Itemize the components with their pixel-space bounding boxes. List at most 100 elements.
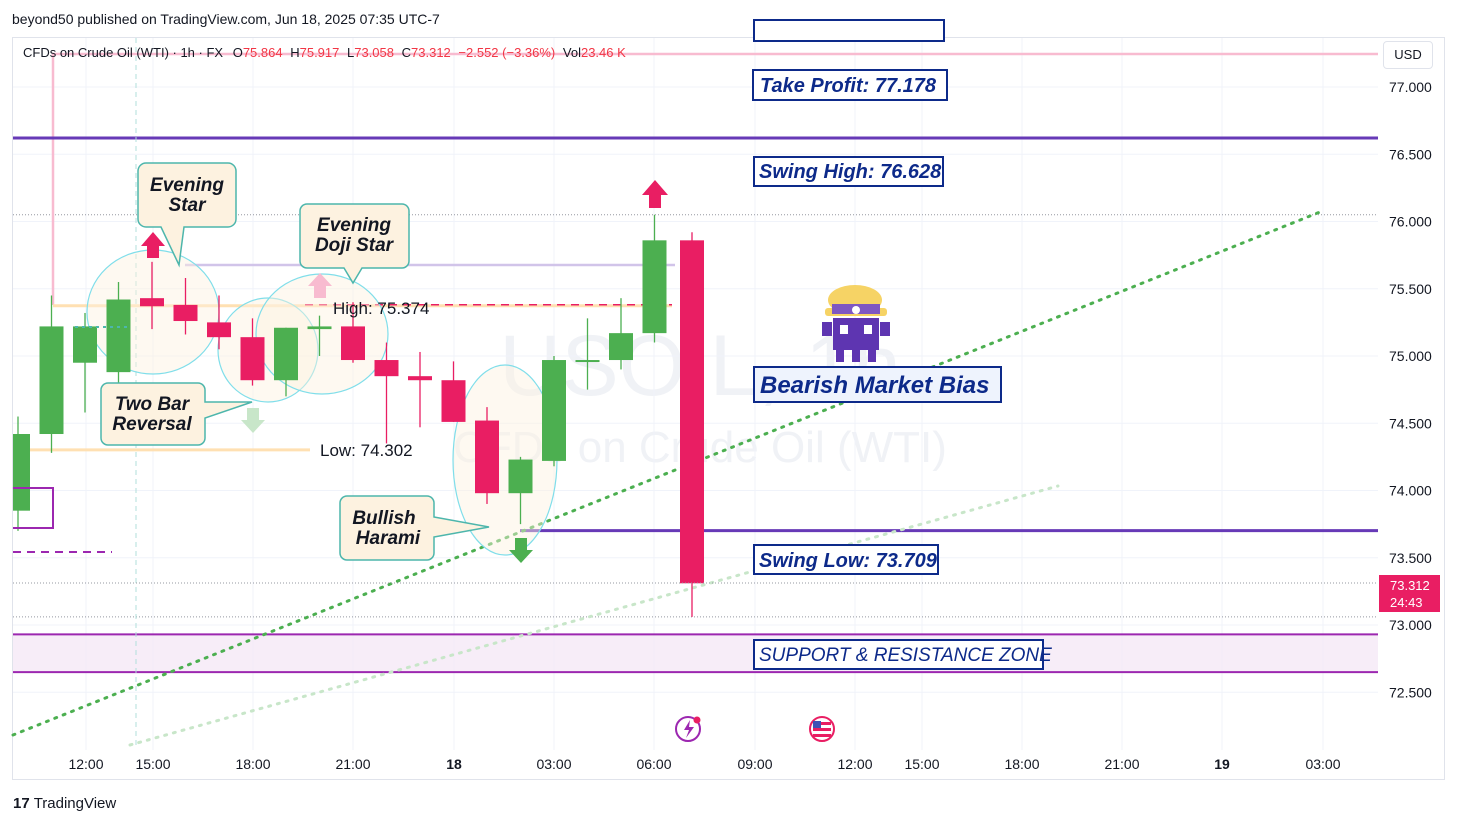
candle-body xyxy=(408,376,432,381)
cropped-label-box xyxy=(753,19,945,42)
bias-label[interactable]: Bearish Market Bias xyxy=(753,366,1002,403)
swing-low-label[interactable]: Swing Low: 73.709 xyxy=(753,544,939,575)
candle xyxy=(13,416,30,531)
time-tick-label: 03:00 xyxy=(1305,756,1340,772)
candle-body xyxy=(642,240,667,334)
take-profit-text: Take Profit: 77.178 xyxy=(760,75,937,97)
zone-text: SUPPORT & RESISTANCE ZONE xyxy=(759,645,1052,666)
evening-doji-star-line2: Doji Star xyxy=(315,235,395,256)
tradingview-footer: 17 TradingView xyxy=(13,795,116,812)
candle-body xyxy=(307,326,332,330)
candle-body xyxy=(680,240,704,584)
candle xyxy=(173,277,198,335)
candle xyxy=(508,456,533,525)
candle xyxy=(374,342,399,444)
time-tick-label: 06:00 xyxy=(636,756,671,772)
countdown: 24:43 xyxy=(1390,595,1423,610)
candle xyxy=(73,312,97,413)
zone-label[interactable]: SUPPORT & RESISTANCE ZONE xyxy=(753,639,1052,670)
low-label: Low: 74.302 xyxy=(320,441,413,460)
candle xyxy=(307,315,332,356)
current-price: 73.312 xyxy=(1390,578,1430,593)
candle xyxy=(475,407,499,504)
bias-text: Bearish Market Bias xyxy=(760,372,989,399)
price-tick-label: 74.500 xyxy=(1389,415,1432,431)
swing-high-label[interactable]: Swing High: 76.628 xyxy=(753,156,944,187)
trendline-dotted-light xyxy=(128,484,1060,747)
arrow-up-light-icon xyxy=(308,273,332,298)
arrow-down-light-icon xyxy=(241,408,265,433)
candle-body xyxy=(39,326,64,435)
swing-low-text: Swing Low: 73.709 xyxy=(759,550,938,572)
candle-body xyxy=(106,299,131,373)
candle xyxy=(106,282,131,390)
price-tick-label: 75.500 xyxy=(1389,281,1432,297)
candle-body xyxy=(441,380,466,422)
candle xyxy=(39,295,64,453)
close-label: C xyxy=(401,45,412,60)
candle-body xyxy=(13,434,30,511)
candle xyxy=(408,351,432,428)
callout-evening-star[interactable]: Evening Star xyxy=(137,162,237,268)
candle-body xyxy=(173,304,198,322)
evening-star-line2: Star xyxy=(169,195,208,216)
candle-body xyxy=(475,420,499,494)
swing-high-text: Swing High: 76.628 xyxy=(759,161,942,183)
current-price-tag: 73.312 24:43 xyxy=(1379,575,1440,612)
candle-body xyxy=(140,298,164,307)
time-tick-label: 15:00 xyxy=(135,756,170,772)
two-bar-reversal-line1: Two Bar xyxy=(115,394,191,415)
candle xyxy=(609,298,633,370)
open-value: 75.864 xyxy=(242,45,283,60)
callout-bullish-harami[interactable]: Bullish Harami xyxy=(339,495,490,561)
callout-evening-doji-star[interactable]: Evening Doji Star xyxy=(299,203,410,285)
candles xyxy=(13,214,704,617)
time-tick-label: 21:00 xyxy=(1104,756,1139,772)
time-tick-label: 12:00 xyxy=(68,756,103,772)
tradingview-logo-icon: 17 xyxy=(13,795,30,812)
time-tick-label: 09:00 xyxy=(737,756,772,772)
candle-body xyxy=(274,327,298,381)
symbol-name[interactable]: CFDs on Crude Oil (WTI) · 1h · FX xyxy=(23,45,224,60)
mascot-icon xyxy=(822,285,890,362)
us-flag-event-icon[interactable] xyxy=(809,716,835,742)
candle-body xyxy=(73,326,97,363)
candle xyxy=(140,261,164,330)
candle xyxy=(575,318,600,390)
take-profit-label[interactable]: Take Profit: 77.178 xyxy=(752,69,948,101)
price-tick-label: 73.500 xyxy=(1389,550,1432,566)
candle-body xyxy=(575,360,600,363)
price-tick-label: 76.000 xyxy=(1389,214,1432,230)
arrow-down-icon xyxy=(509,538,533,563)
candle-body xyxy=(240,337,265,381)
candle xyxy=(341,302,365,363)
time-tick-label: 15:00 xyxy=(904,756,939,772)
change-value: −2.552 (−3.36%) xyxy=(458,45,556,60)
ohlc-legend: CFDs on Crude Oil (WTI) · 1h · FX O75.86… xyxy=(23,45,626,60)
currency-button[interactable]: USD xyxy=(1383,41,1433,69)
trendline-dotted xyxy=(11,210,1322,737)
callout-two-bar-reversal[interactable]: Two Bar Reversal xyxy=(100,382,253,446)
volume-label: Vol xyxy=(562,45,581,60)
high-label-legend: H xyxy=(290,45,300,60)
time-tick-label: 18:00 xyxy=(235,756,270,772)
volume-value: 23.46 K xyxy=(580,45,626,60)
close-value: 73.312 xyxy=(411,45,451,60)
support-resistance-zone xyxy=(13,634,1378,673)
evening-doji-star-line1: Evening xyxy=(317,215,391,236)
candle-body xyxy=(207,322,231,338)
price-axis[interactable]: 77.000 76.500 76.000 75.500 75.000 74.500 74.0… xyxy=(1389,79,1432,700)
brand-name: TradingView xyxy=(33,795,117,812)
arrow-up-icon-2 xyxy=(642,180,668,208)
candle xyxy=(680,232,704,617)
time-tick-label: 12:00 xyxy=(837,756,872,772)
candle-body xyxy=(542,360,566,461)
lightning-event-icon[interactable] xyxy=(675,716,701,742)
candle xyxy=(642,214,667,343)
low-label-legend: L xyxy=(347,45,355,60)
time-axis[interactable]: 12:00 15:00 18:00 21:00 18 03:00 06:00 09:00 12:… xyxy=(68,756,1340,772)
bullish-harami-line1: Bullish xyxy=(352,508,415,529)
bullish-harami-line2: Harami xyxy=(356,528,421,549)
time-tick-label: 21:00 xyxy=(335,756,370,772)
